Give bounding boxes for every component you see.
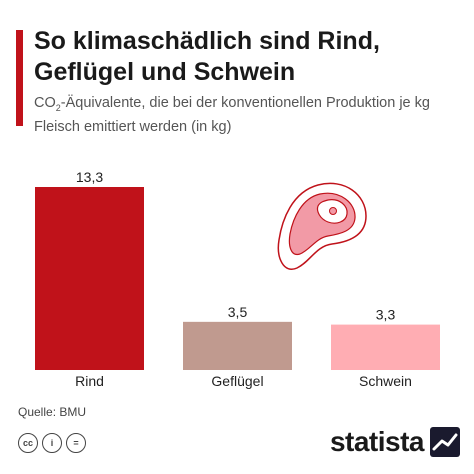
category-label-geflügel: Geflügel [211,373,263,389]
chart-title: So klimaschädlich sind Rind, Geflügel un… [34,27,380,86]
attribution-icon: i [42,433,62,453]
bar-geflügel [183,321,292,370]
title-accent-bar [16,30,23,126]
category-label-schwein: Schwein [359,373,412,389]
subtitle-co: CO [34,95,56,111]
value-label-geflügel: 3,5 [228,304,248,320]
subtitle-subscript: 2 [55,102,61,113]
value-label-rind: 13,3 [76,169,103,185]
bar-schwein [331,324,440,370]
brand-name: statista [329,426,425,457]
category-label-rind: Rind [75,373,104,389]
source-note: Quelle: BMU [18,405,87,419]
creative-commons-icon: cc [18,433,38,453]
no-derivatives-icon: = [66,433,86,453]
value-label-schwein: 3,3 [376,307,396,323]
license-icons: cc i = [18,433,86,453]
statista-brand[interactable]: statista [330,426,460,458]
meat-steak-icon [277,182,367,271]
statista-logo-icon [430,427,460,457]
chart-subtitle: CO2-Äquivalente, die bei der konventione… [34,94,464,137]
bars-group: 13,3 Rind 3,5 Geflügel 3,3 Schwein [35,169,440,389]
subtitle-rest: -Äquivalente, die bei der konventionelle… [34,95,430,135]
bar-rind [35,187,144,370]
